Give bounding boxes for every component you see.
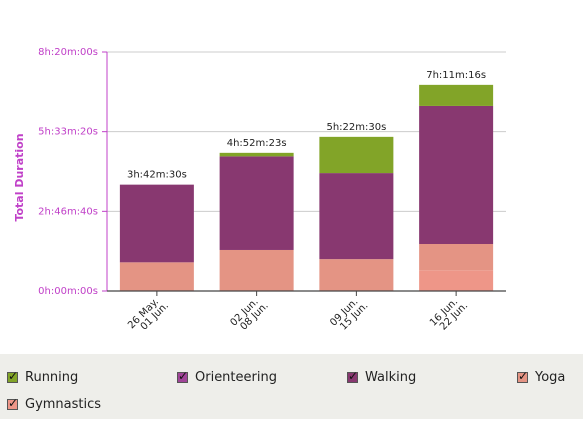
bar-segment-running <box>219 152 294 157</box>
bar-total-label: 7h:11m:16s <box>426 70 486 81</box>
y-axis-title: Total Duration <box>13 133 26 221</box>
bar-segment-running <box>419 84 494 106</box>
legend-item-yoga[interactable]: Yoga <box>517 369 566 385</box>
bar-segment-yoga <box>219 249 294 291</box>
bar-segment-walking <box>119 184 194 263</box>
legend-checkbox-walking[interactable] <box>347 369 358 383</box>
chart-legend: Running Orienteering Walking Yoga Gymnas… <box>0 354 583 419</box>
y-tick-label: 5h:33m:20s <box>38 127 98 138</box>
duration-chart: 0h:00m:00s 2h:46m:40s 5h:33m:20s 8h:20m:00s… <box>13 47 506 333</box>
legend-checkbox-running[interactable] <box>7 369 18 383</box>
bar-total-label: 4h:52m:23s <box>227 138 287 149</box>
bar-segment-gymnastics <box>419 270 494 291</box>
legend-item-gymnastics[interactable]: Gymnastics <box>7 396 102 412</box>
bar-segment-yoga <box>119 262 194 291</box>
legend-checkbox-orienteering[interactable] <box>177 369 188 383</box>
legend-label-yoga: Yoga <box>535 370 566 385</box>
legend-label-walking: Walking <box>365 370 417 385</box>
legend-checkbox-yoga[interactable] <box>517 369 528 383</box>
bar-segment-running <box>319 136 394 174</box>
bar-segment-yoga <box>319 259 394 291</box>
bar-segment-yoga <box>419 243 494 271</box>
y-tick-label: 0h:00m:00s <box>38 286 98 297</box>
legend-item-walking[interactable]: Walking <box>347 369 417 385</box>
legend-label-gymnastics: Gymnastics <box>25 397 102 412</box>
legend-label-running: Running <box>25 370 79 385</box>
bar-total-label: 5h:22m:30s <box>326 122 386 133</box>
bar-segment-walking <box>419 105 494 244</box>
bar-total-label: 3h:42m:30s <box>127 170 187 181</box>
bar-segment-walking <box>319 173 394 260</box>
bar-segment-walking <box>219 156 294 250</box>
legend-item-running[interactable]: Running <box>7 369 79 385</box>
legend-label-orienteering: Orienteering <box>195 370 277 385</box>
legend-item-orienteering[interactable]: Orienteering <box>177 369 277 385</box>
legend-checkbox-gymnastics[interactable] <box>7 396 18 410</box>
y-tick-label: 2h:46m:40s <box>38 206 98 217</box>
y-tick-label: 8h:20m:00s <box>38 47 98 58</box>
